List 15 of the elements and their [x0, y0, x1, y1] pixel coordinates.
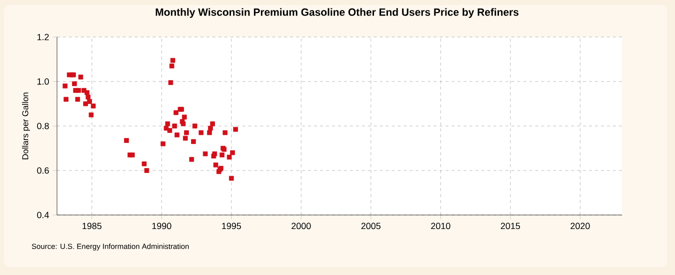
chart-title: Monthly Wisconsin Premium Gasoline Other End Users Price by Refiners	[156, 8, 518, 18]
y-tick-label: 0.6	[37, 167, 49, 174]
y-tick-label: 0.8	[37, 122, 49, 130]
x-tick-label: 2005	[361, 222, 380, 230]
x-tick-label: 2020	[570, 222, 590, 230]
y-tick-label: 0.4	[37, 212, 49, 218]
y-tick-label: 1.2	[37, 34, 49, 40]
x-tick-label: 2015	[500, 222, 520, 230]
y-axis-title: Dollars per Gallon	[22, 92, 30, 160]
x-tick-label: 2010	[431, 222, 450, 230]
x-tick-label: 1990	[152, 222, 172, 230]
x-tick-label: 2000	[292, 222, 311, 230]
y-tick-label: 1.0	[37, 78, 49, 85]
x-tick-label: 1985	[82, 222, 102, 230]
x-tick-label: 1995	[222, 222, 241, 230]
